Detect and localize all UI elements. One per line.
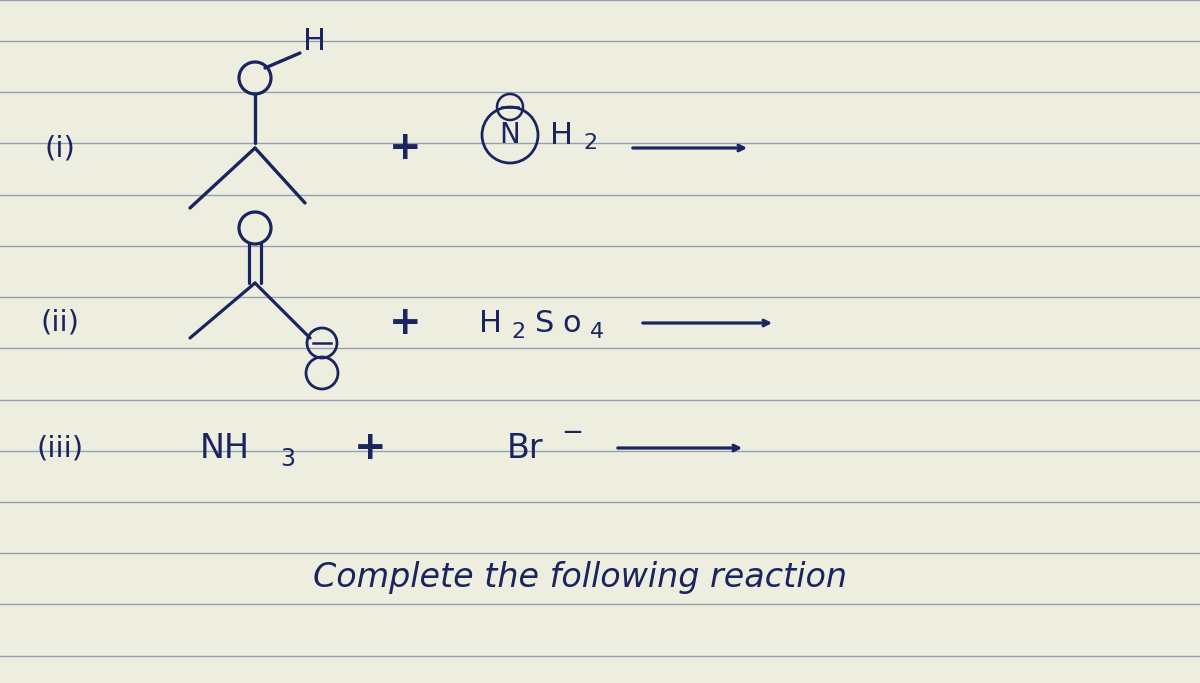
Text: 4: 4 (590, 322, 604, 342)
Text: NH: NH (200, 432, 250, 464)
Text: H: H (551, 120, 574, 150)
Text: 2: 2 (511, 322, 526, 342)
Text: H: H (479, 309, 502, 337)
Text: (iii): (iii) (36, 434, 84, 462)
Text: Br: Br (506, 432, 544, 464)
Text: +: + (354, 429, 386, 467)
Text: +: + (389, 304, 421, 342)
Text: 3: 3 (281, 447, 295, 471)
Text: +: + (389, 129, 421, 167)
Text: −: − (560, 420, 583, 446)
Text: H: H (304, 27, 326, 55)
Text: (i): (i) (44, 134, 76, 162)
Text: S: S (535, 309, 554, 337)
Text: Complete the following reaction: Complete the following reaction (313, 561, 847, 594)
Text: N: N (499, 121, 521, 149)
Text: o: o (563, 309, 581, 337)
Text: 2: 2 (583, 133, 598, 153)
Text: (ii): (ii) (41, 309, 79, 337)
